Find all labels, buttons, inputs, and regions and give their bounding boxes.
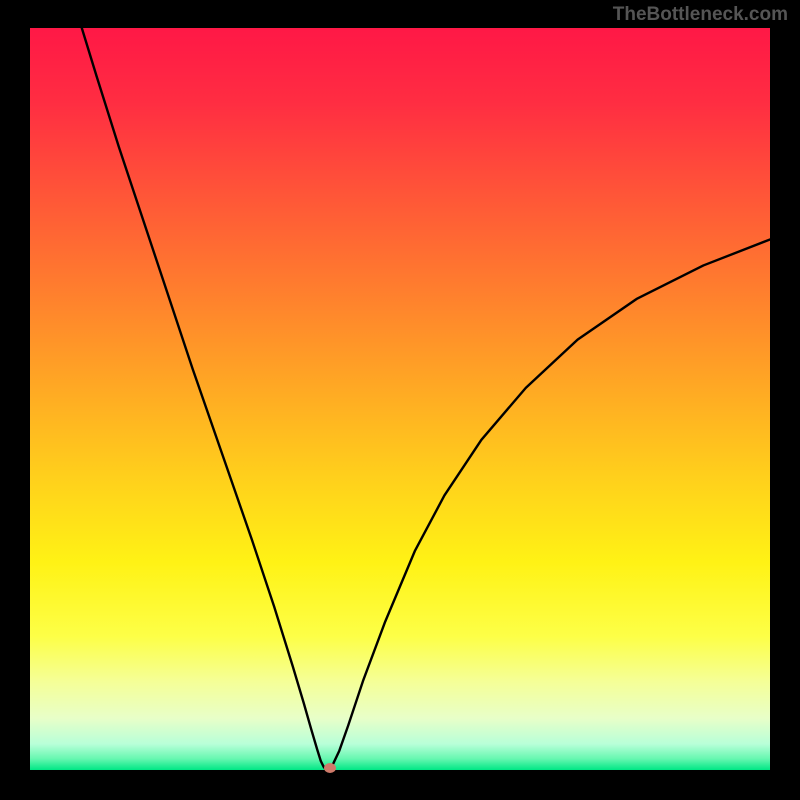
minimum-marker [324, 763, 336, 773]
watermark-text: TheBottleneck.com [613, 4, 788, 26]
plot-area [30, 28, 770, 770]
chart-container: TheBottleneck.com [0, 0, 800, 800]
curve-layer [30, 28, 770, 770]
bottleneck-curve [82, 28, 770, 770]
